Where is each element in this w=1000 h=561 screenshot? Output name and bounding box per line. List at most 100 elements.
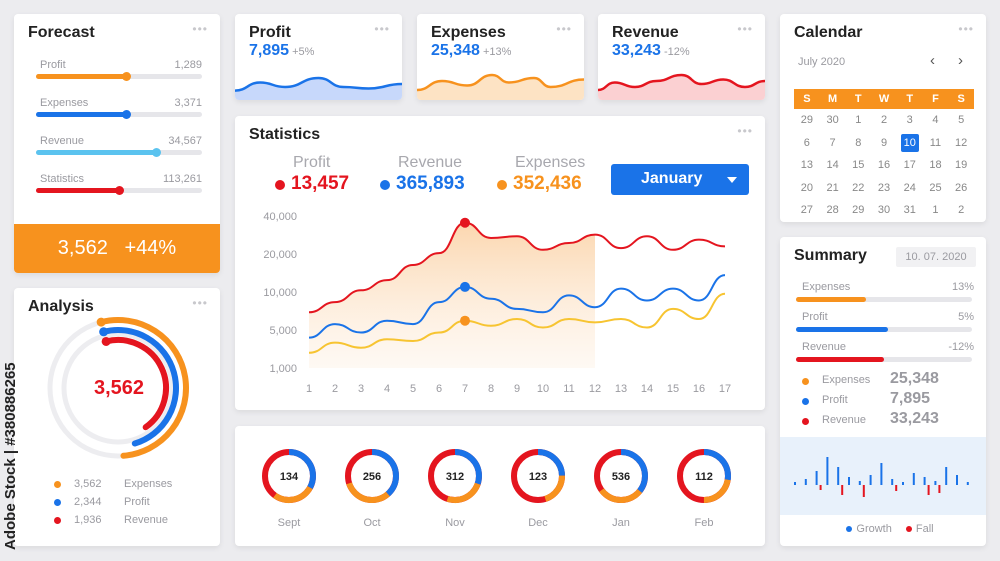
fall-bar <box>927 485 930 495</box>
donut-sept[interactable]: 134 Sept <box>259 446 319 529</box>
calendar-day[interactable]: 1 <box>932 204 939 217</box>
calendar-day[interactable]: 21 <box>826 181 839 194</box>
calendar-day[interactable]: 23 <box>877 181 891 194</box>
kpi-change: -12% <box>660 46 690 58</box>
forecast-progress-knob[interactable] <box>121 72 131 81</box>
calendar-day[interactable]: 2 <box>958 204 965 217</box>
more-icon[interactable]: ••• <box>192 296 208 310</box>
calendar-day[interactable]: 22 <box>852 181 865 194</box>
legend-dot-icon <box>275 180 285 190</box>
calendar-day[interactable]: 19 <box>955 159 968 172</box>
calendar-day[interactable]: 12 <box>955 136 968 149</box>
forecast-progress-knob[interactable] <box>115 186 124 195</box>
donut-dec[interactable]: 123 Dec <box>508 446 568 529</box>
more-icon[interactable]: ••• <box>958 22 974 36</box>
forecast-item-label: Expenses <box>40 97 89 109</box>
calendar-day[interactable]: 24 <box>903 181 916 194</box>
summary-bar-value: 5% <box>958 311 974 323</box>
calendar-day[interactable]: 6 <box>803 136 810 149</box>
series-marker[interactable] <box>460 217 470 228</box>
statistics-title: Statistics <box>249 126 321 143</box>
donut-chart: 112 <box>677 449 731 503</box>
calendar-day[interactable]: 16 <box>877 159 891 172</box>
calendar-day[interactable]: 10 <box>897 132 923 155</box>
calendar-day[interactable]: 7 <box>829 136 836 149</box>
calendar-week-row: 13 14 15 16 17 18 19 <box>794 154 974 177</box>
summary-bar-chart-area <box>780 437 986 515</box>
calendar-day[interactable]: 27 <box>800 204 813 217</box>
calendar-day[interactable]: 30 <box>877 204 891 217</box>
calendar-day[interactable]: 31 <box>903 204 916 217</box>
calendar-day[interactable]: 3 <box>906 114 913 126</box>
calendar-day[interactable]: 25 <box>929 181 942 194</box>
calendar-day[interactable]: 1 <box>855 114 862 126</box>
more-icon[interactable]: ••• <box>737 22 753 36</box>
series-marker[interactable] <box>460 281 470 292</box>
statistics-card: Statistics ••• January 40,000 20,000 10,00… <box>235 116 765 410</box>
calendar-title: Calendar <box>794 24 863 41</box>
forecast-progress-knob[interactable] <box>121 110 131 119</box>
month-dropdown[interactable]: January <box>611 164 749 195</box>
summary-legend-label: Fall <box>915 523 934 535</box>
analysis-ring-knob[interactable] <box>99 327 109 337</box>
forecast-progress-knob[interactable] <box>151 148 161 157</box>
donut-value: 123 <box>529 471 547 483</box>
weekday-label: S <box>957 93 965 105</box>
more-icon[interactable]: ••• <box>737 124 753 138</box>
calendar-day[interactable]: 29 <box>852 204 865 217</box>
growth-bar <box>804 479 807 485</box>
more-icon[interactable]: ••• <box>192 22 208 36</box>
x-tick-label: 7 <box>462 383 468 395</box>
calendar-day[interactable]: 4 <box>932 114 939 126</box>
calendar-day[interactable]: 5 <box>958 114 965 126</box>
donut-value: 112 <box>695 471 713 483</box>
series-marker[interactable] <box>460 315 470 326</box>
calendar-day[interactable]: 8 <box>855 136 862 149</box>
analysis-ring-knob[interactable] <box>96 317 106 327</box>
more-icon[interactable]: ••• <box>374 22 390 36</box>
fall-bar <box>819 485 822 490</box>
forecast-item-value: 113,261 <box>163 173 202 185</box>
donut-nov[interactable]: 312 Nov <box>425 446 485 529</box>
calendar-day[interactable]: 29 <box>800 114 813 126</box>
calendar-day[interactable]: 14 <box>826 159 839 172</box>
kpi-card-profit: Profit ••• 7,895 +5% <box>235 14 402 100</box>
calendar-day[interactable]: 26 <box>955 181 968 194</box>
summary-stat-label: Profit <box>822 394 848 406</box>
forecast-progress-fill <box>36 112 126 117</box>
calendar-day[interactable]: 30 <box>826 114 839 126</box>
calendar-day[interactable]: 13 <box>800 159 813 172</box>
more-icon[interactable]: ••• <box>556 22 572 36</box>
series-line-2 <box>308 292 726 354</box>
legend-dot-icon <box>802 378 809 385</box>
chevron-right-icon[interactable]: › <box>958 52 963 69</box>
kpi-sparkline <box>598 73 765 100</box>
kpi-value-number: 33,243 <box>612 42 661 59</box>
summary-bar-label: Expenses <box>802 281 851 293</box>
series-line-1 <box>308 274 726 339</box>
calendar-day[interactable]: 18 <box>929 159 942 172</box>
calendar-day[interactable]: 11 <box>929 136 942 149</box>
calendar-day[interactable]: 20 <box>800 181 813 194</box>
analysis-ring-knob[interactable] <box>101 336 111 346</box>
kpi-title: Profit <box>249 24 291 41</box>
calendar-day[interactable]: 2 <box>880 114 888 126</box>
forecast-item-value: 1,289 <box>174 59 202 71</box>
growth-bar <box>891 479 894 485</box>
donut-jan[interactable]: 536 Jan <box>591 446 651 529</box>
donut-segment-blue <box>428 449 482 503</box>
donut-value: 312 <box>446 471 464 483</box>
donut-month-label: Dec <box>528 517 548 529</box>
calendar-day[interactable]: 17 <box>903 159 916 172</box>
summary-progress-fill <box>796 327 888 332</box>
selected-day[interactable]: 10 <box>900 133 919 152</box>
donut-oct[interactable]: 256 Oct <box>342 446 402 529</box>
donut-feb[interactable]: 112 Feb <box>674 446 734 529</box>
calendar-day[interactable]: 9 <box>880 136 888 149</box>
calendar-day[interactable]: 15 <box>852 159 865 172</box>
chevron-left-icon[interactable]: ‹ <box>930 52 935 69</box>
calendar-day[interactable]: 28 <box>826 204 839 217</box>
growth-bar <box>956 475 958 485</box>
donut-segment-blue <box>511 449 565 503</box>
weekday-label: T <box>854 93 862 105</box>
